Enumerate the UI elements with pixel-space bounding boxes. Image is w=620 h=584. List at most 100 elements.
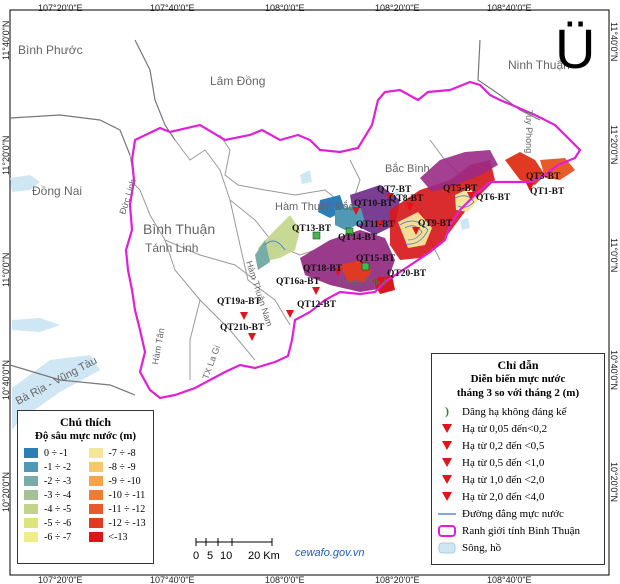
scale-tick: 20 Km — [248, 550, 280, 562]
grid-label-top: 107°20'0"E — [38, 3, 83, 13]
decline-triangle-icon — [438, 492, 456, 501]
grid-label-top: 108°0'0"E — [265, 3, 305, 13]
grid-label-bottom: 108°0'0"E — [265, 575, 305, 584]
depth-legend-items: 0 ÷ -1 -7 ÷ -8 -1 ÷ -2 -8 ÷ -9 -2 ÷ -3 -9 ÷ -… — [24, 447, 147, 543]
depth-legend-row: <-13 — [88, 531, 148, 543]
station-label: QT9-BT — [418, 219, 453, 229]
depth-legend-label: -6 ÷ -7 — [44, 531, 72, 543]
station-marker[interactable] — [286, 310, 294, 318]
info-legend-row: Hạ từ 0,05 đến<0,2 — [438, 420, 598, 437]
decline-triangle-icon — [438, 424, 456, 433]
place-label: Lâm Đồng — [210, 74, 265, 88]
station-label: QT19a-BT — [217, 297, 261, 307]
info-legend-row: ) Dâng hạ không đáng kể — [438, 403, 598, 420]
depth-legend-row: -1 ÷ -2 — [24, 461, 83, 473]
credit-text: cewafo.gov.vn — [295, 547, 365, 559]
info-legend-row: Hạ từ 0,2 đến <0,5 — [438, 437, 598, 454]
station-marker[interactable] — [386, 193, 394, 201]
grid-label-top: 108°40'0"E — [487, 3, 532, 13]
info-legend-row: Hạ từ 0,5 đến <1,0 — [438, 454, 598, 471]
station-label: QT1-BT — [530, 187, 565, 197]
depth-legend-label: <-13 — [108, 531, 128, 543]
info-legend-label: Hạ từ 1,0 đến <2,0 — [462, 473, 545, 486]
color-swatch — [88, 532, 103, 542]
grid-label-left: 11°40'0"N — [1, 21, 11, 60]
station-marker[interactable] — [312, 287, 320, 295]
station-marker[interactable] — [312, 231, 321, 240]
depth-legend-row: -10 ÷ -11 — [88, 489, 148, 501]
depth-legend-label: -9 ÷ -10 — [108, 475, 141, 487]
station-label: QT20-BT — [387, 269, 427, 279]
depth-legend-label: -1 ÷ -2 — [44, 461, 72, 473]
color-swatch — [88, 504, 103, 514]
depth-legend-label: -2 ÷ -3 — [44, 475, 72, 487]
station-marker[interactable] — [345, 227, 354, 236]
place-label: Đồng Nai — [32, 184, 82, 198]
station-marker[interactable] — [352, 207, 360, 215]
info-legend-label: Hạ từ 0,2 đến <0,5 — [462, 439, 545, 452]
station-marker[interactable] — [334, 268, 342, 276]
station-label: QT6-BT — [476, 193, 511, 203]
station-marker[interactable] — [526, 183, 534, 191]
info-legend-label: Sông, hồ — [462, 541, 502, 554]
place-label: Phan Thiết — [338, 276, 386, 288]
station-label: QT14-BT — [338, 233, 378, 243]
color-swatch — [24, 504, 38, 514]
grid-label-right: 10°40'0"N — [609, 350, 619, 390]
depth-legend-subtitle: Độ sâu mực nước (m) — [34, 430, 137, 442]
station-marker[interactable] — [406, 203, 414, 211]
water-bodies — [10, 170, 470, 430]
station-marker[interactable] — [248, 333, 256, 341]
neighbour-boundaries — [9, 39, 541, 396]
grid-labels: 107°20'0"E 107°40'0"E 108°0'0"E 108°20'0… — [1, 3, 619, 584]
depth-legend: Chú thích Độ sâu mực nước (m) 0 ÷ -1 -7 ÷… — [17, 410, 154, 564]
grid-label-bottom: 108°40'0"E — [487, 575, 532, 584]
info-legend-items: ) Dâng hạ không đáng kể Hạ từ 0,05 đến<0,2… — [438, 403, 598, 556]
station-marker[interactable] — [361, 262, 370, 271]
grid-label-left: 10°20'0"N — [1, 472, 11, 512]
station-marker[interactable] — [240, 312, 248, 320]
province-boundary — [124, 80, 582, 400]
scale-bar: 0 5 10 20 Km — [193, 538, 280, 562]
station-label: QT10-BT — [354, 199, 394, 209]
info-legend-row: Hạ từ 2,0 đến <4,0 — [438, 488, 598, 505]
station-label: QT11-BT — [356, 220, 395, 230]
grid-label-top: 107°40'0"E — [150, 3, 195, 13]
grid-label-right: 11°0'0"N — [609, 238, 619, 272]
station-label: QT3-BT — [526, 172, 561, 182]
station-label: QT16a-BT — [276, 277, 320, 287]
color-swatch — [24, 532, 38, 542]
depth-legend-label: -4 ÷ -5 — [44, 503, 72, 515]
color-swatch — [24, 518, 38, 528]
grid-label-top: 108°20'0"E — [375, 3, 420, 13]
place-label: Tuy Phong — [524, 110, 534, 153]
info-legend-label: Dâng hạ không đáng kể — [462, 405, 567, 418]
info-legend-subtitle: Diễn biến mực nước — [470, 373, 566, 385]
depth-legend-title: Chú thích — [59, 415, 112, 429]
depth-legend-row: -11 ÷ -12 — [88, 503, 148, 515]
info-legend-row: Hạ từ 1,0 đến <2,0 — [438, 471, 598, 488]
color-swatch — [88, 462, 103, 472]
grid-label-left: 11°20'0"N — [1, 136, 11, 175]
station-marker[interactable] — [412, 227, 420, 235]
grid-label-bottom: 108°20'0"E — [375, 575, 420, 584]
grid-label-left: 10°40'0"N — [1, 360, 11, 400]
station-marker[interactable] — [376, 221, 384, 229]
info-legend: Chỉ dẫn Diễn biến mực nước tháng 3 so vớ… — [431, 353, 605, 565]
scale-tick: 5 — [207, 550, 213, 562]
scale-tick: 0 — [193, 550, 199, 562]
color-swatch — [24, 490, 38, 500]
grid-label-right: 11°20'0"N — [609, 125, 619, 164]
info-legend-row: Ranh giới tỉnh Bình Thuận — [438, 522, 598, 539]
info-legend-subtitle: tháng 3 so với tháng 2 (m) — [456, 387, 580, 399]
province-boundary-icon — [438, 524, 456, 537]
depth-legend-row: -2 ÷ -3 — [24, 475, 83, 487]
station-marker[interactable] — [467, 192, 475, 200]
color-swatch — [24, 476, 38, 486]
station-label: QT7-BT — [377, 185, 412, 195]
depth-legend-row: -4 ÷ -5 — [24, 503, 83, 515]
station-marker[interactable] — [377, 277, 385, 285]
depth-legend-row: -6 ÷ -7 — [24, 531, 83, 543]
scale-tick: 10 — [220, 550, 232, 562]
depth-legend-row: -9 ÷ -10 — [88, 475, 148, 487]
